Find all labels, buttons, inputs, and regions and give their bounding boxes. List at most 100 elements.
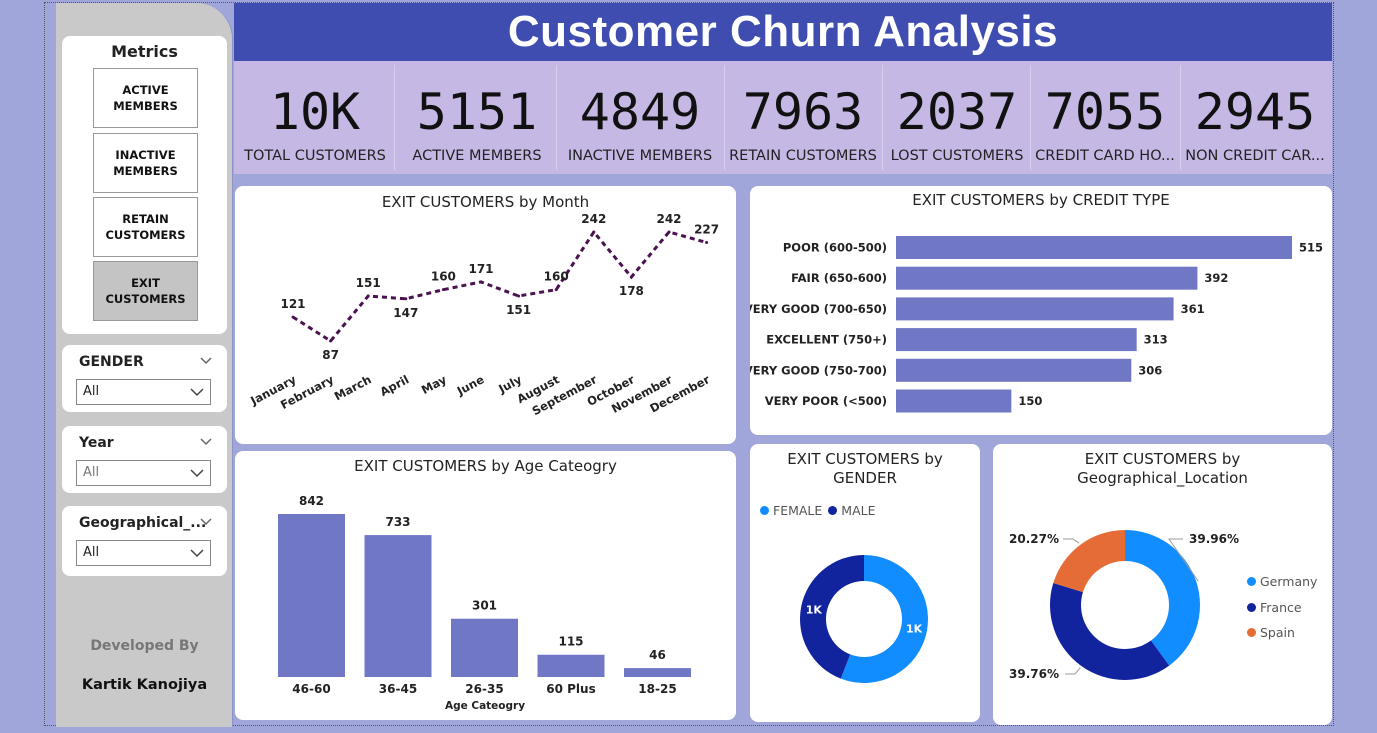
donut-slice-male[interactable] [800,555,864,679]
data-label: 115 [558,635,583,649]
y-tick-label: FAIR (650-600) [791,271,887,285]
data-label: 306 [1138,363,1162,377]
kpi-lost-customers: 2037 LOST CUSTOMERS [884,61,1030,174]
data-point[interactable] [592,230,596,234]
data-label: 46 [649,648,666,662]
kpi-label: TOTAL CUSTOMERS [244,148,386,164]
data-point[interactable] [629,275,633,279]
gender-donut-card[interactable]: EXIT CUSTOMERS by GENDER FEMALE MALE 1K 1… [750,444,980,722]
data-label: 151 [356,276,381,290]
geography-dropdown-value: All [83,545,100,560]
data-label: 392 [1204,271,1228,285]
kpi-value: 5151 [416,83,538,141]
chart-title: EXIT CUSTOMERS by Age Cateogry [354,457,617,475]
data-point[interactable] [554,288,558,292]
legend-spain[interactable]: Spain [1247,625,1295,640]
legend-label: France [1260,600,1302,615]
kpi-label: INACTIVE MEMBERS [567,148,713,164]
donut-slice-france[interactable] [1050,583,1170,680]
bar[interactable] [896,328,1137,352]
data-point[interactable] [479,280,483,284]
kpi-label: NON CREDIT CAR... [1185,148,1325,164]
inactive-members-button[interactable]: INACTIVE MEMBERS [93,133,198,193]
data-label: 160 [431,270,456,284]
kpi-label: ACTIVE MEMBERS [412,148,542,164]
legend-item-female[interactable]: FEMALE [773,503,823,518]
legend-dot [1247,628,1256,637]
age-category-card[interactable]: EXIT CUSTOMERS by Age Cateogry 842 46-60 7… [235,451,736,720]
bar[interactable] [896,236,1292,259]
year-dropdown-value: All [83,465,100,480]
data-point[interactable] [517,294,521,298]
data-label: 150 [1018,394,1042,408]
data-point[interactable] [667,230,671,234]
bar[interactable] [896,266,1198,290]
kpi-label: LOST CUSTOMERS [890,148,1024,164]
legend-germany[interactable]: Germany [1247,574,1317,589]
chevron-down-icon[interactable] [199,515,213,529]
kpi-label: CREDIT CARD HO... [1035,148,1175,164]
data-point[interactable] [404,297,408,301]
data-point[interactable] [705,241,709,245]
chevron-down-icon[interactable] [199,354,213,368]
geography-slicer: Geographical_... All [62,506,227,576]
x-tick-label: June [454,372,487,398]
kpi-divider [1030,65,1031,170]
slice-label: 1K [806,604,823,617]
chevron-down-icon [190,549,204,558]
donut-slice-germany[interactable] [1125,530,1200,666]
developer-name: Kartik Kanojiya [81,677,208,693]
data-label: 301 [472,599,497,613]
credit-type-card[interactable]: EXIT CUSTOMERS by CREDIT TYPE POOR (600-… [750,186,1332,435]
bar[interactable] [896,389,1012,413]
data-label: 361 [1181,302,1205,316]
data-label: 171 [468,262,493,276]
data-point[interactable] [329,339,333,343]
geography-dropdown[interactable]: All [76,540,211,566]
chevron-down-icon [190,469,204,478]
year-dropdown[interactable]: All [76,460,211,486]
y-tick-label: POOR (600-500) [783,241,887,255]
bar[interactable] [451,618,518,677]
chevron-down-icon[interactable] [199,435,213,449]
kpi-divider [882,65,883,170]
kpi-value: 7963 [742,83,864,141]
page-title: Customer Churn Analysis [507,7,1059,56]
data-point[interactable] [366,294,370,298]
bar[interactable] [364,535,432,677]
retain-customers-button[interactable]: RETAIN CUSTOMERS [93,197,198,257]
bar[interactable] [278,514,345,677]
bar[interactable] [624,668,691,677]
donut-slice-female[interactable] [840,555,928,683]
exit-customers-button[interactable]: EXIT CUSTOMERS [93,261,198,321]
bar[interactable] [896,297,1174,321]
gender-dropdown-value: All [83,384,100,399]
chart-title: EXIT CUSTOMERS by CREDIT TYPE [912,191,1170,209]
x-tick-label: March [332,372,374,403]
bar[interactable] [896,358,1132,382]
kpi-total-customers: 10K TOTAL CUSTOMERS [240,61,390,174]
month-line-card[interactable]: EXIT CUSTOMERS by Month 121 87 151 147 160 17… [235,186,736,444]
legend-item-male[interactable]: MALE [841,503,876,518]
y-tick-label: VERY GOOD (700-650) [750,302,887,316]
data-point[interactable] [441,288,445,292]
active-members-button[interactable]: ACTIVE MEMBERS [93,68,198,128]
kpi-value: 7055 [1044,83,1166,141]
metrics-title: Metrics [111,42,178,61]
y-tick-label: VERY GOOD (750-700) [750,363,887,377]
series-line [292,229,708,343]
y-tick-label: EXCELLENT (750+) [766,333,887,347]
geography-slicer-title: Geographical_... [79,515,207,531]
slice-label: 1K [906,622,923,635]
legend-france[interactable]: France [1247,600,1302,615]
geography-donut-card[interactable]: EXIT CUSTOMERS by Geographical_Location … [993,444,1332,725]
age-category-bar-chart: 842 46-60 733 36-45 301 26-35 115 60 Plus 46 18-2… [278,494,691,712]
bar[interactable] [537,654,605,677]
kpi-divider [1180,65,1181,170]
donut-slice-spain[interactable] [1053,530,1125,593]
gender-dropdown[interactable]: All [76,379,211,405]
geography-donut-chart: 39.96% 39.76% 20.27% [1009,530,1239,681]
data-label: 178 [619,284,644,298]
data-point[interactable] [291,315,295,319]
kpi-strip: 10K TOTAL CUSTOMERS 5151 ACTIVE MEMBERS … [234,61,1332,174]
